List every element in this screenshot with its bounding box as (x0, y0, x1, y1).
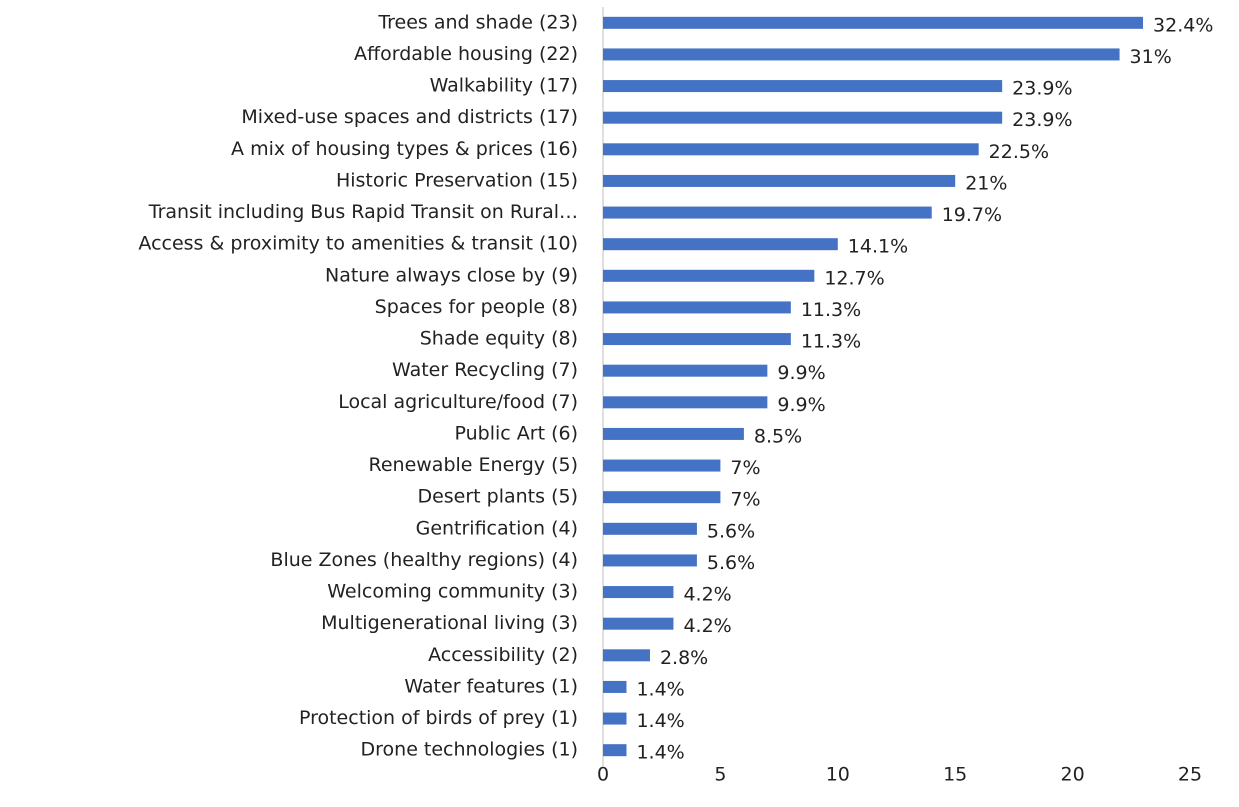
y-tick-label: Shade equity (8) (420, 328, 578, 350)
bar (603, 491, 721, 504)
data-label: 4.2% (683, 615, 731, 637)
bar (603, 427, 744, 440)
y-tick-label: Protection of birds of prey (1) (299, 707, 578, 729)
x-tick-label: 15 (943, 764, 967, 786)
bar (603, 16, 1144, 29)
y-tick-label: Blue Zones (healthy regions) (4) (270, 549, 578, 571)
bar (603, 111, 1003, 124)
bar (603, 238, 838, 251)
data-label: 8.5% (754, 425, 802, 447)
data-label: 7% (730, 489, 760, 511)
bar (603, 522, 697, 535)
data-label: 23.9% (1012, 78, 1072, 100)
y-tick-label: Trees and shade (23) (377, 11, 578, 33)
y-tick-label: Mixed-use spaces and districts (17) (241, 106, 578, 128)
bar (603, 301, 791, 314)
bar (603, 48, 1120, 61)
data-label: 1.4% (636, 710, 684, 732)
x-tick-label: 20 (1061, 764, 1085, 786)
data-label: 7% (730, 457, 760, 479)
y-tick-label: Public Art (6) (455, 422, 578, 444)
y-tick-label: Walkability (17) (430, 75, 578, 97)
x-tick-label: 10 (826, 764, 850, 786)
y-tick-label: Welcoming community (3) (327, 581, 578, 603)
data-label: 11.3% (801, 331, 861, 353)
data-label: 21% (965, 172, 1007, 194)
bar (603, 269, 815, 282)
data-label: 14.1% (848, 236, 908, 258)
x-tick-label: 0 (597, 764, 609, 786)
bar (603, 143, 979, 156)
data-label: 12.7% (824, 267, 884, 289)
data-label: 2.8% (660, 647, 708, 669)
bar (603, 744, 627, 757)
y-tick-label: Water features (1) (404, 675, 578, 697)
y-tick-label: Multigenerational living (3) (321, 612, 578, 634)
y-tick-label: Transit including Bus Rapid Transit on R… (148, 201, 578, 223)
bar (603, 586, 674, 599)
y-tick-label: Desert plants (5) (417, 486, 578, 508)
bar (603, 649, 650, 662)
x-tick-label: 25 (1178, 764, 1202, 786)
data-label: 23.9% (1012, 109, 1072, 131)
x-tick-label: 5 (714, 764, 726, 786)
data-label: 4.2% (683, 584, 731, 606)
y-tick-label: Historic Preservation (15) (336, 169, 578, 191)
bar (603, 554, 697, 567)
data-label: 5.6% (707, 520, 755, 542)
data-label: 32.4% (1153, 14, 1213, 36)
data-label: 9.9% (777, 362, 825, 384)
data-label: 31% (1130, 46, 1172, 68)
y-tick-label: A mix of housing types & prices (16) (231, 138, 578, 160)
bar (603, 206, 932, 219)
y-tick-label: Local agriculture/food (7) (338, 391, 578, 413)
bar (603, 333, 791, 346)
bar (603, 680, 627, 693)
data-label: 1.4% (636, 678, 684, 700)
bar (603, 80, 1003, 93)
bar (603, 459, 721, 472)
data-label: 9.9% (777, 394, 825, 416)
y-tick-label: Accessibility (2) (428, 644, 578, 666)
bar (603, 396, 768, 409)
y-tick-label: Water Recycling (7) (392, 359, 578, 381)
data-label: 22.5% (989, 141, 1049, 163)
bar (603, 174, 956, 187)
y-tick-label: Gentrification (4) (416, 517, 578, 539)
y-tick-label: Renewable Energy (5) (369, 454, 579, 476)
data-label: 11.3% (801, 299, 861, 321)
data-label: 1.4% (636, 742, 684, 764)
bar (603, 364, 768, 377)
bar (603, 617, 674, 630)
y-tick-label: Spaces for people (8) (375, 296, 578, 318)
y-tick-label: Affordable housing (22) (354, 43, 578, 65)
bar (603, 712, 627, 725)
data-label: 19.7% (942, 204, 1002, 226)
y-tick-label: Nature always close by (9) (325, 264, 578, 286)
data-label: 5.6% (707, 552, 755, 574)
y-tick-label: Drone technologies (1) (361, 739, 579, 761)
y-tick-label: Access & proximity to amenities & transi… (138, 233, 578, 255)
